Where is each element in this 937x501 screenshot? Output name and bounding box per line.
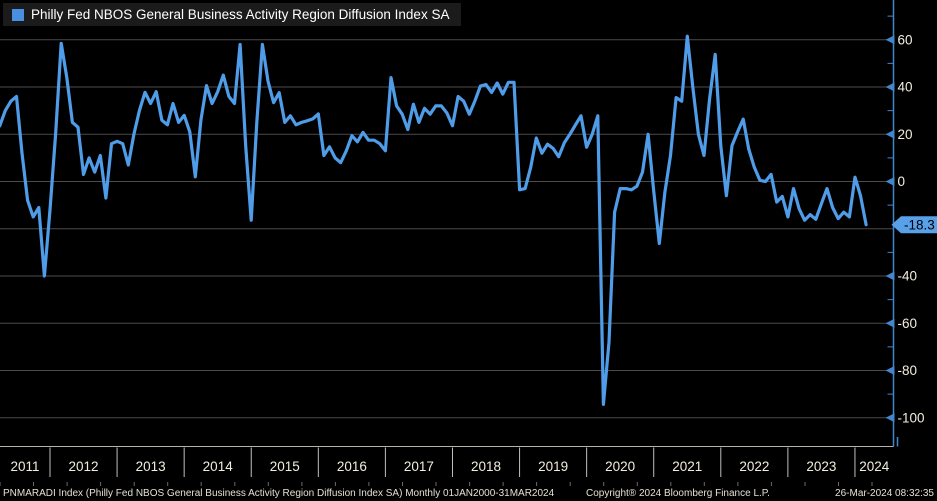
x-axis-year-label: 2014 <box>203 459 234 474</box>
x-axis-year-label: 2015 <box>270 459 300 474</box>
x-axis-year-label: 2012 <box>69 459 99 474</box>
x-axis-year-label: 2020 <box>605 459 635 474</box>
x-axis-year-label: 2017 <box>404 459 434 474</box>
status-bar: PNMARADI Index (Philly Fed NBOS General … <box>0 485 937 501</box>
x-axis-year-label: 2013 <box>136 459 166 474</box>
y-axis-label: -100 <box>898 410 925 425</box>
y-axis-label: 40 <box>898 80 913 95</box>
last-value-badge: -18.3 <box>891 216 937 234</box>
y-axis-tick-arrow <box>885 413 895 423</box>
y-axis-label: -60 <box>898 316 918 331</box>
x-axis-year-label: 2018 <box>471 459 501 474</box>
x-axis-year-label: 2022 <box>739 459 769 474</box>
y-axis-label: -80 <box>898 363 918 378</box>
x-axis-year-label: 2023 <box>806 459 836 474</box>
ticker-description-text: PNMARADI Index (Philly Fed NBOS General … <box>3 488 555 499</box>
chart-legend[interactable]: Philly Fed NBOS General Business Activit… <box>3 3 462 26</box>
y-axis-label: -40 <box>898 269 918 284</box>
x-axis-year-label: 2024 <box>859 459 890 474</box>
y-axis-label: 60 <box>898 32 913 47</box>
y-axis-tick-arrow <box>885 366 895 375</box>
x-axis-year-label: 2011 <box>10 459 39 474</box>
last-value-text: -18.3 <box>904 218 935 233</box>
timestamp-text: 26-Mar-2024 08:32:35 <box>835 488 934 499</box>
y-axis-tick-arrow <box>885 177 895 186</box>
x-axis-year-label: 2019 <box>538 459 568 474</box>
y-axis-tick-arrow <box>885 318 895 328</box>
copyright-text: Copyright® 2024 Bloomberg Finance L.P. <box>586 488 770 499</box>
y-axis-tick-arrow <box>885 271 895 281</box>
x-axis-year-label: 2016 <box>337 459 367 474</box>
series-line[interactable] <box>0 34 868 406</box>
y-axis-tick-arrow <box>885 129 895 139</box>
y-axis-label: 20 <box>898 127 913 142</box>
y-axis-tick-arrow <box>885 35 895 45</box>
legend-series-label: Philly Fed NBOS General Business Activit… <box>31 7 450 22</box>
y-axis-tick-arrow <box>885 82 895 92</box>
x-axis-year-label: 2021 <box>672 459 702 474</box>
y-axis-label: 0 <box>898 174 906 189</box>
legend-series-swatch <box>12 8 24 21</box>
